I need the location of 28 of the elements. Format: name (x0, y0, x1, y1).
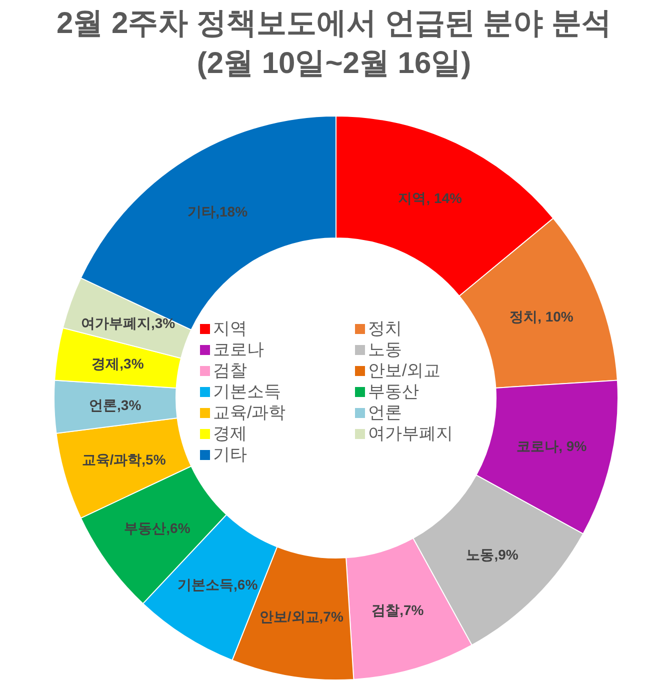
legend-label: 기본소득 (213, 381, 281, 402)
legend-label: 검찰 (213, 360, 247, 381)
chart-title: 2월 2주차 정책보도에서 언급된 분야 분석 (55, 6, 613, 42)
data-label: 코로나, 9% (516, 438, 588, 454)
data-label: 여가부폐지,3% (81, 315, 176, 332)
data-label: 언론,3% (89, 396, 142, 413)
data-label: 정치, 10% (510, 308, 574, 325)
legend-label: 지역 (213, 318, 247, 339)
legend-label: 부동산 (368, 381, 419, 402)
legend-label: 여가부폐지 (368, 423, 453, 444)
legend-label: 코로나 (213, 339, 264, 360)
data-label: 지역, 14% (398, 190, 463, 206)
legend-label: 경제 (213, 423, 247, 444)
data-label: 검찰,7% (372, 602, 424, 618)
data-label: 경제,3% (92, 355, 144, 372)
data-label: 기본소득,6% (178, 576, 258, 593)
legend-label: 기타 (213, 444, 247, 465)
legend-label: 노동 (368, 339, 402, 360)
chart-subtitle: (2월 10일~2월 16일) (196, 46, 472, 82)
data-label: 노동,9% (466, 546, 519, 562)
legend-label: 교육/과학 (213, 402, 286, 423)
legend-label: 정치 (368, 318, 402, 339)
legend-label: 안보/외교 (368, 360, 441, 381)
data-label: 기타,18% (188, 203, 248, 220)
data-label: 안보/외교,7% (259, 608, 344, 624)
legend-label: 언론 (368, 402, 402, 423)
data-label: 교육/과학,5% (82, 452, 166, 468)
data-label: 부동산,6% (124, 520, 191, 536)
